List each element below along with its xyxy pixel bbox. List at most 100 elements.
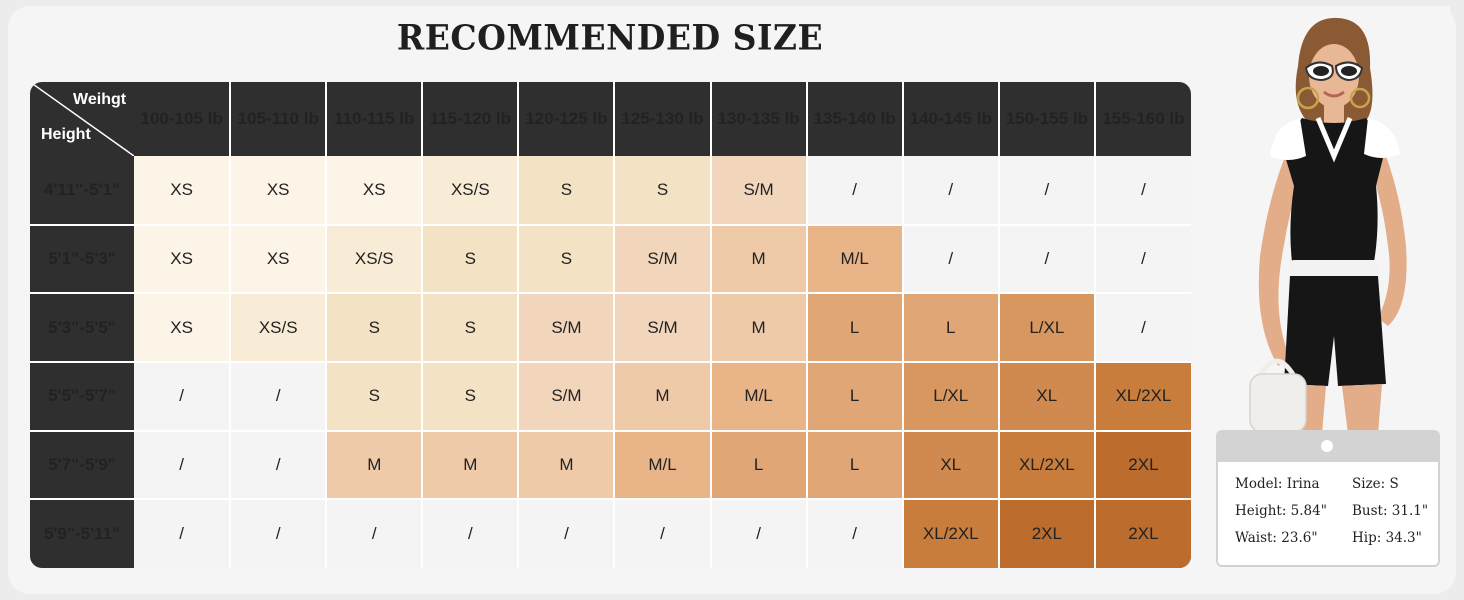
size-cell: / [230, 361, 328, 432]
size-cell: / [134, 361, 232, 432]
weight-header-6: 130-135 lb [710, 82, 808, 156]
weight-header-10: 155-160 lb [1102, 109, 1185, 128]
height-header-4: 5'7"-5'9" [30, 430, 135, 501]
table-row: 5'1"-5'3" XS XS XS/S S S S/M M M/L / / / [30, 224, 1191, 295]
size-cell: XS [230, 224, 328, 295]
size-cell: / [134, 430, 232, 501]
model-photo [1210, 6, 1450, 434]
model-bust: Bust: 31.1" [1352, 503, 1429, 519]
size-cell: L/XL [998, 293, 1096, 363]
size-cell: S [422, 224, 520, 295]
table-corner-header: Weihgt Height [30, 82, 134, 156]
model-height: Height: 5.84" [1235, 503, 1327, 519]
corner-diagonal-line [30, 82, 134, 156]
size-cell: / [806, 156, 904, 226]
size-cell: S/M [614, 293, 712, 363]
size-cell: / [1094, 224, 1191, 295]
size-cell: / [998, 156, 1096, 226]
size-cell: XS [134, 156, 232, 226]
size-cell: XS/S [326, 224, 424, 295]
model-info-tag: Model: Irina Size: S Height: 5.84" Bust:… [1216, 430, 1440, 567]
size-cell: / [422, 499, 520, 568]
weight-header-8: 140-145 lb [902, 82, 1000, 156]
weight-header-5: 125-130 lb [614, 82, 712, 156]
size-cell: S [422, 361, 520, 432]
size-cell: / [614, 499, 712, 568]
height-axis-label: Height [41, 126, 91, 143]
model-hip: Hip: 34.3" [1352, 530, 1422, 546]
size-cell: / [806, 499, 904, 568]
size-cell: L [806, 293, 904, 363]
weight-header-0: 100-105 lb [134, 82, 232, 156]
table-row: 5'7"-5'9" / / M M M M/L L L XL XL/2XL 2XL [30, 430, 1191, 501]
model-waist: Waist: 23.6" [1235, 530, 1318, 546]
size-cell: XS [134, 224, 232, 295]
size-cell: XS [326, 156, 424, 226]
height-header-2: 5'3"-5'5" [30, 293, 135, 363]
table-row: 4'11"-5'1" XS XS XS XS/S S S S/M / / / / [30, 156, 1191, 226]
size-cell: S/M [518, 293, 616, 363]
size-cell: / [230, 499, 328, 568]
size-cell: / [1094, 156, 1191, 226]
weight-axis-label: Weihgt [73, 91, 127, 108]
size-cell: / [134, 499, 232, 568]
size-cell: XL [902, 430, 1000, 501]
size-cell: M [518, 430, 616, 501]
size-cell: M [614, 361, 712, 432]
size-cell: / [998, 224, 1096, 295]
size-cell: L [806, 430, 904, 501]
size-cell: L [710, 430, 808, 501]
size-cell: M/L [710, 361, 808, 432]
model-info-card: Model: Irina Size: S Height: 5.84" Bust:… [1218, 462, 1438, 565]
size-cell: XL/2XL [998, 430, 1096, 501]
size-cell: / [1094, 293, 1191, 363]
size-cell: / [326, 499, 424, 568]
size-cell: XS/S [422, 156, 520, 226]
size-cell: M [326, 430, 424, 501]
page-title: RECOMMENDED SIZE [396, 17, 824, 58]
size-cell: 2XL [1094, 499, 1191, 568]
table-row: 5'5"-5'7" / / S S S/M M M/L L L/XL XL XL/2XL [30, 361, 1191, 432]
table-row: 5'9"-5'11" / / / / / / / / XL/2XL 2XL 2XL [30, 499, 1191, 568]
size-cell: XL/2XL [902, 499, 1000, 568]
weight-header-9: 150-155 lb [998, 82, 1096, 156]
weight-header-2: 110-115 lb [326, 82, 424, 156]
size-cell: XS [134, 293, 232, 363]
size-cell: L [902, 293, 1000, 363]
height-header-5: 5'9"-5'11" [43, 524, 121, 544]
size-cell: S [422, 293, 520, 363]
table-row: 5'3"-5'5" XS XS/S S S S/M S/M M L L L/XL / [30, 293, 1191, 363]
size-cell: S/M [710, 156, 808, 226]
size-cell: S [326, 361, 424, 432]
height-header-0: 4'11"-5'1" [30, 156, 135, 226]
weight-header-7: 135-140 lb [806, 82, 904, 156]
height-header-3: 5'5"-5'7" [30, 361, 135, 432]
size-cell: XS/S [230, 293, 328, 363]
size-cell: XS [230, 156, 328, 226]
weight-header-1: 105-110 lb [230, 82, 328, 156]
model-illustration [1210, 6, 1450, 434]
size-cell: 2XL [998, 499, 1096, 568]
size-cell: S [326, 293, 424, 363]
size-cell: XL [998, 361, 1096, 432]
size-cell: L [806, 361, 904, 432]
size-cell: M [710, 224, 808, 295]
size-table: Weihgt Height 100-105 lb 105-110 lb 110-11… [30, 82, 1191, 568]
size-cell: M/L [806, 224, 904, 295]
size-cell: / [710, 499, 808, 568]
tag-hole [1321, 440, 1333, 452]
size-cell: / [518, 499, 616, 568]
size-cell: L/XL [902, 361, 1000, 432]
model-size: Size: S [1352, 476, 1399, 492]
size-cell: / [230, 430, 328, 501]
height-header-1: 5'1"-5'3" [30, 224, 135, 295]
size-cell: S [518, 224, 616, 295]
model-name: Model: Irina [1235, 476, 1320, 492]
size-cell: S/M [614, 224, 712, 295]
weight-header-row: Weihgt Height 100-105 lb 105-110 lb 110-11… [30, 82, 1191, 156]
size-chart: Weihgt Height 100-105 lb 105-110 lb 110-11… [30, 82, 1191, 568]
size-cell: S [518, 156, 616, 226]
size-cell: S/M [518, 361, 616, 432]
size-cell: M [710, 293, 808, 363]
size-cell: XL/2XL [1094, 361, 1191, 432]
